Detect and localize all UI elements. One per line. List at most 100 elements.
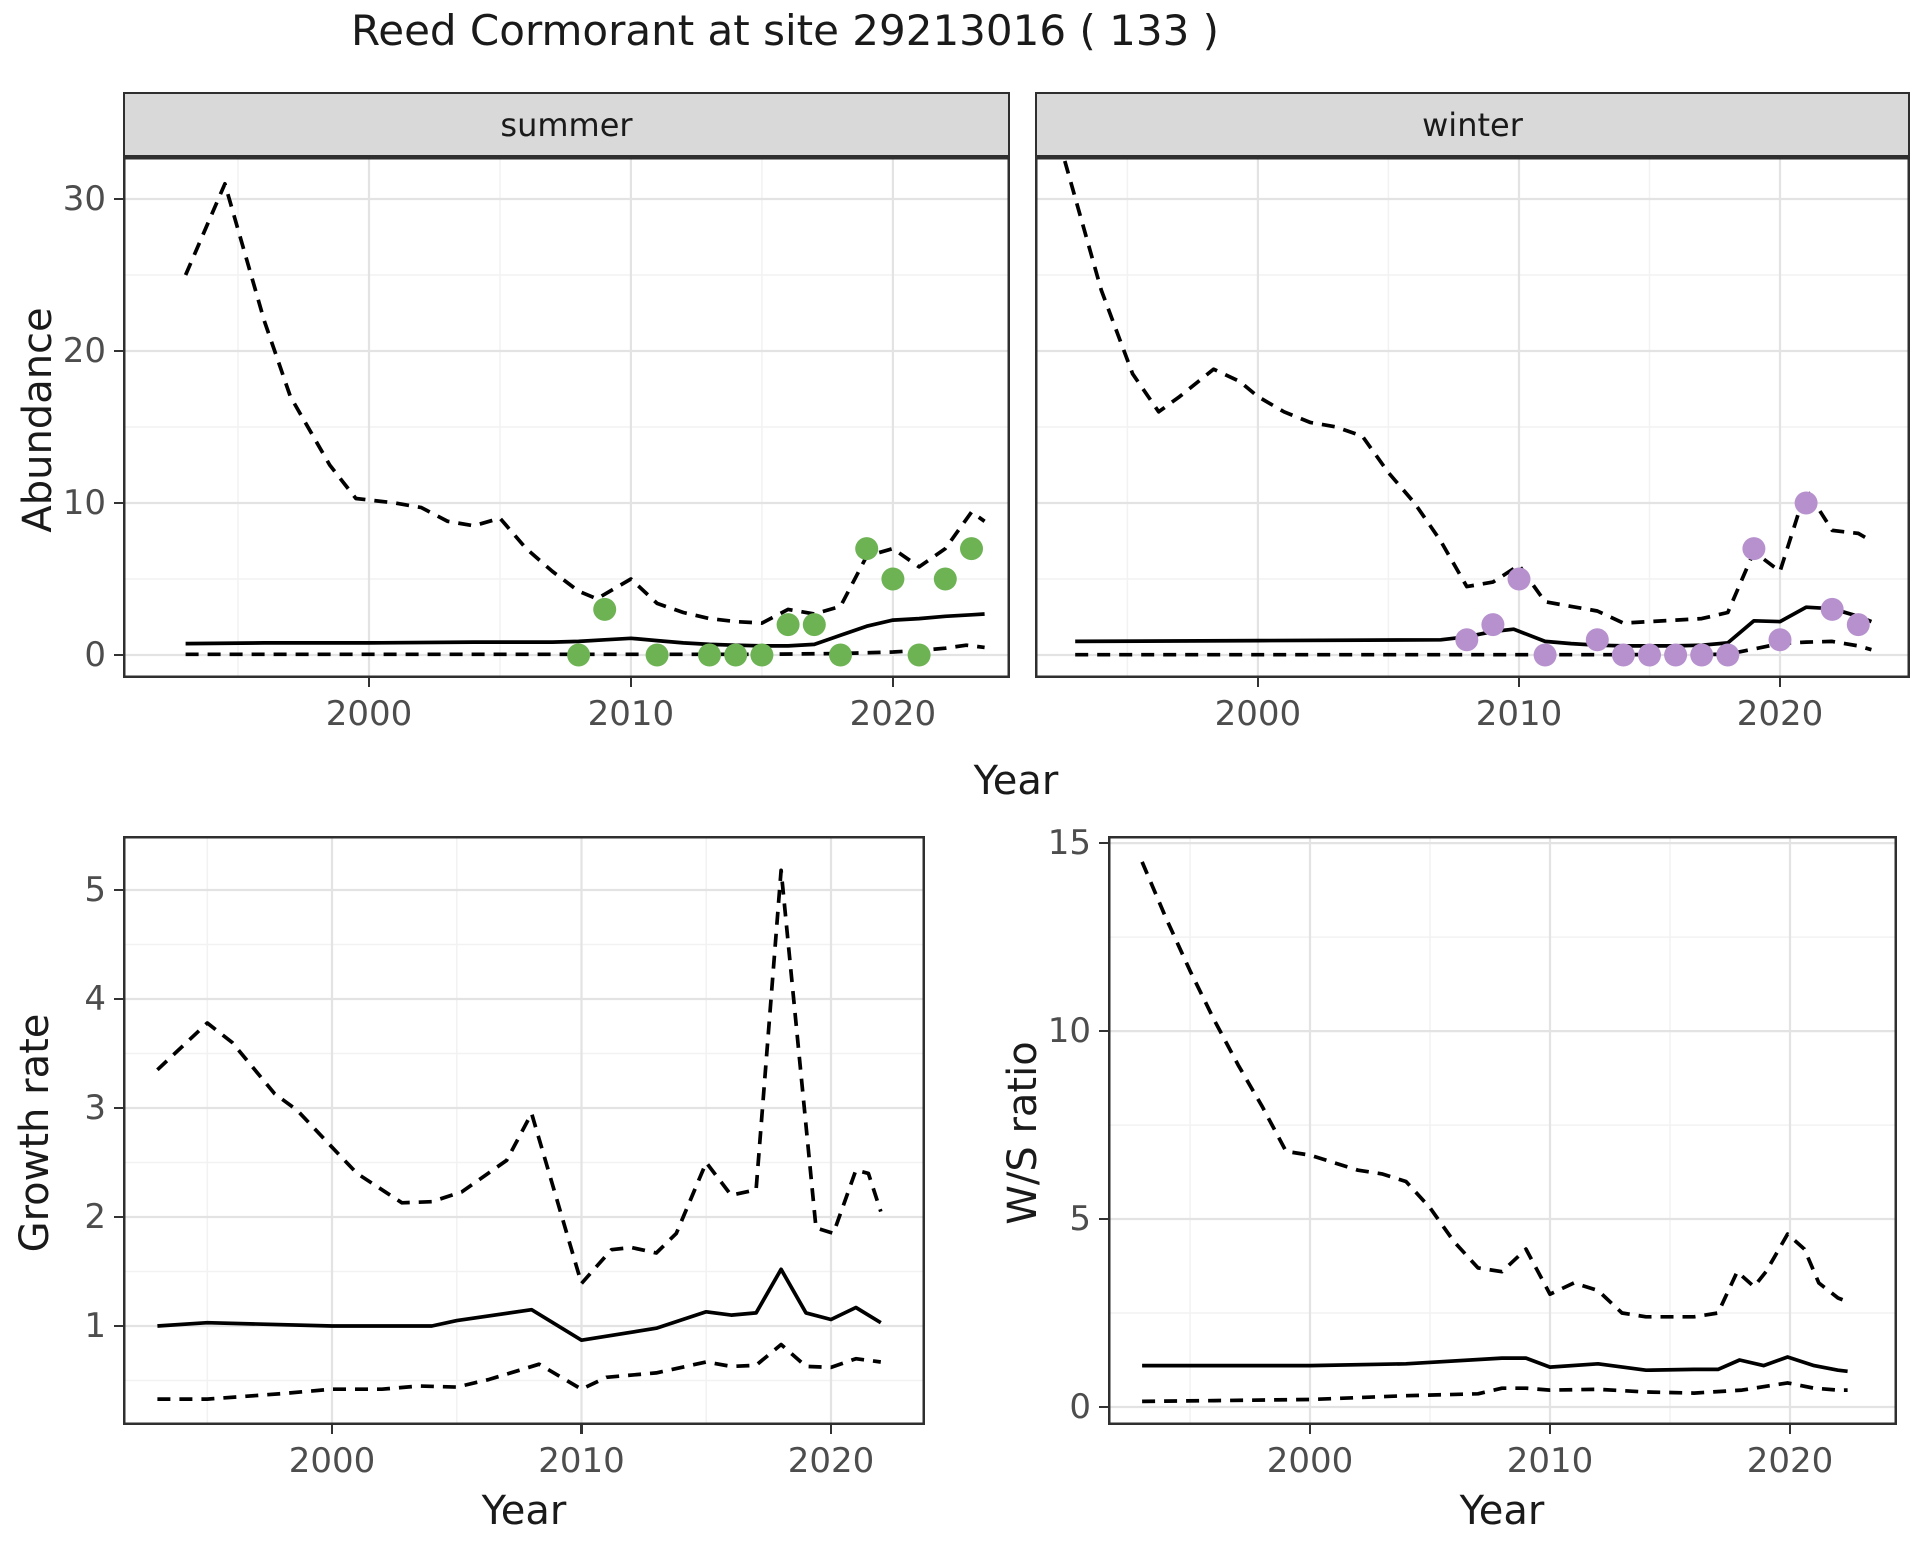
facet-strip-summer: summer	[123, 92, 1010, 157]
x-tick-mark	[580, 1425, 583, 1434]
x-tick-label: 2020	[1746, 1441, 1834, 1481]
y-tick-label: 2	[84, 1197, 106, 1237]
x-tick-label: 2020	[849, 694, 937, 734]
x-tick-mark	[1517, 678, 1521, 687]
y-tick-label: 10	[1047, 1011, 1091, 1052]
x-tick-mark	[330, 1425, 334, 1434]
x-tick-label: 2010	[1475, 694, 1563, 734]
abundance-winter-observation-point	[1794, 491, 1818, 515]
abundance-winter-observation-point	[1768, 628, 1792, 652]
growth-rate-estimate-line	[157, 1267, 882, 1343]
x-tick-label: 2010	[538, 1441, 625, 1481]
ws-ratio-estimate-line	[1142, 1355, 1848, 1374]
abundance-summer-estimate-line	[185, 612, 985, 648]
abundance-winter-lower-ci-line	[1075, 639, 1872, 657]
abundance-winter-observation-point	[1664, 643, 1688, 667]
growth-rate-lower-ci-line	[157, 1342, 882, 1401]
y-tick-mark	[1099, 1029, 1108, 1033]
y-tick-label: 5	[1069, 1199, 1091, 1239]
x-tick-mark	[1548, 1425, 1552, 1434]
y-tick-mark	[114, 1324, 123, 1328]
y-tick-label: 30	[62, 179, 106, 219]
y-tick-mark	[1099, 1217, 1108, 1221]
y-tick-label: 3	[84, 1088, 106, 1128]
abundance-summer-observation-point	[698, 643, 721, 667]
y-tick-mark	[114, 349, 123, 353]
x-tick-label: 2000	[1214, 694, 1302, 734]
x-tick-label: 2020	[1736, 694, 1824, 734]
y-tick-label: 4	[84, 979, 106, 1019]
y-tick-mark	[114, 888, 123, 892]
abundance-summer-observation-point	[776, 613, 800, 637]
y-tick-mark	[114, 197, 123, 201]
x-tick-mark	[1788, 1425, 1792, 1434]
abundance-summer-observation-point	[881, 567, 905, 591]
abundance-summer-observation-point	[802, 613, 826, 637]
y-tick-mark	[1099, 1405, 1108, 1409]
abundance-winter-observation-point	[1585, 628, 1609, 652]
y-tick-label: 10	[62, 483, 106, 523]
y-tick-mark	[114, 1215, 123, 1219]
y-tick-mark	[114, 501, 123, 505]
x-tick-mark	[629, 678, 633, 687]
x-tick-label: 2000	[288, 1441, 376, 1481]
abundance-winter-observation-point	[1507, 567, 1531, 591]
abundance-winter-observation-point	[1846, 613, 1870, 637]
growth-rate-upper-ci-line	[156, 868, 883, 1286]
y-tick-mark	[1099, 841, 1108, 845]
abundance-summer-observation-point	[567, 643, 591, 667]
x-tick-mark	[1778, 678, 1782, 687]
x-axis-title-year-growth: Year	[481, 1488, 567, 1534]
abundance-summer-observation-point	[933, 567, 957, 591]
x-tick-mark	[1256, 678, 1260, 687]
abundance-winter-observation-point	[1690, 643, 1714, 667]
chart-title: Reed Cormorant at site 29213016 ( 133 )	[350, 6, 1220, 55]
abundance-summer-observation-point	[645, 643, 669, 667]
x-tick-label: 2000	[1266, 1441, 1354, 1481]
x-tick-label: 2020	[787, 1441, 875, 1481]
y-axis-title-growth-rate: Growth rate	[12, 1013, 58, 1253]
y-tick-label: 5	[84, 870, 106, 910]
y-tick-mark	[114, 1106, 123, 1110]
abundance-summer-observation-point	[829, 643, 852, 667]
y-tick-label: 0	[84, 635, 106, 675]
abundance-winter-observation-point	[1455, 628, 1479, 652]
y-tick-label: 1	[84, 1306, 106, 1346]
abundance-summer-observation-point	[750, 643, 774, 667]
abundance-summer-observation-point	[960, 537, 983, 561]
abundance-winter-observation-point	[1481, 613, 1505, 637]
ws-ratio-lower-ci-line	[1142, 1381, 1848, 1404]
abundance-summer-observation-point	[907, 643, 931, 667]
abundance-winter-observation-point	[1820, 597, 1844, 621]
y-tick-mark	[114, 997, 123, 1001]
abundance-winter-observation-point	[1611, 643, 1635, 667]
ws-ratio-upper-ci-line	[1140, 861, 1849, 1319]
panel-abundance-winter	[1035, 157, 1910, 678]
panel-growth-rate	[123, 836, 925, 1425]
abundance-winter-observation-point	[1742, 537, 1766, 561]
abundance-summer-observation-point	[855, 537, 879, 561]
facet-strip-winter-label: winter	[1422, 105, 1523, 144]
x-axis-title-year-top: Year	[973, 758, 1059, 804]
facet-strip-winter: winter	[1035, 92, 1910, 157]
x-tick-label: 2000	[325, 694, 413, 734]
panel-abundance-summer	[123, 157, 1010, 678]
x-tick-label: 2010	[1506, 1441, 1594, 1481]
facet-strip-summer-label: summer	[500, 105, 633, 144]
abundance-summer-observation-point	[724, 643, 748, 667]
y-tick-label: 0	[1069, 1387, 1091, 1427]
x-tick-mark	[1308, 1425, 1312, 1434]
x-tick-label: 2010	[587, 694, 675, 734]
panel-ws-ratio	[1108, 836, 1897, 1425]
y-axis-title-abundance: Abundance	[15, 307, 61, 533]
x-tick-mark	[367, 678, 371, 687]
x-tick-mark	[829, 1425, 833, 1434]
y-tick-mark	[114, 653, 123, 657]
abundance-winter-observation-point	[1533, 643, 1557, 667]
x-tick-mark	[891, 678, 895, 687]
abundance-summer-observation-point	[593, 597, 617, 621]
abundance-winter-observation-point	[1638, 643, 1661, 667]
y-tick-label: 15	[1047, 823, 1091, 864]
x-axis-title-year-ws: Year	[1459, 1488, 1545, 1534]
